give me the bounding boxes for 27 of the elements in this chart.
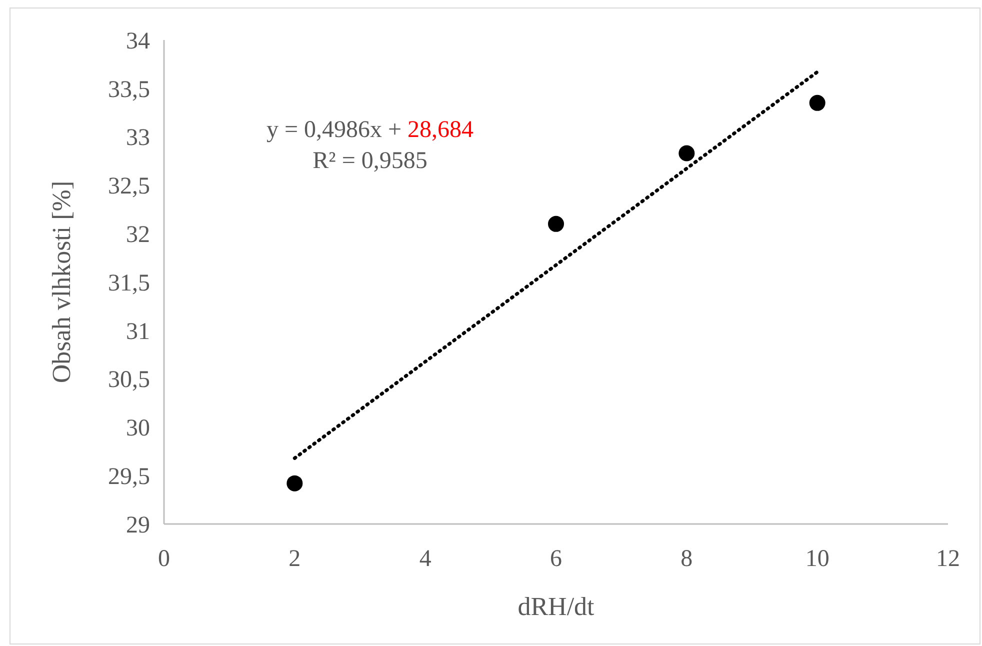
x-tick-label: 8 (680, 546, 693, 572)
y-tick-label: 29,5 (108, 464, 150, 490)
y-tick-label: 34 (126, 28, 150, 54)
x-tick-label: 0 (158, 546, 170, 572)
point (548, 216, 564, 232)
annotation: R² = 0,9585 (312, 148, 428, 174)
point (286, 475, 303, 492)
y-tick-label: 31 (126, 318, 150, 345)
x-tick-label: 12 (936, 546, 960, 572)
x-axis-title: dRH/dt (518, 592, 596, 621)
y-tick-label: 30,5 (108, 367, 150, 394)
y-tick-label: 32,5 (108, 174, 150, 200)
y-axis-title: Obsah vlhkosti [%] (47, 180, 76, 384)
point (809, 94, 826, 111)
point (678, 145, 695, 162)
annotation: 28,684 (402, 117, 474, 143)
annotation: y = 0,4986x + (266, 117, 402, 143)
y-tick-label: 31,5 (108, 270, 150, 296)
y-tick-label: 33,5 (108, 76, 150, 103)
y-tick-label: 32 (126, 222, 150, 248)
y-tick-label: 30 (126, 416, 150, 442)
x-tick-label: 4 (419, 546, 432, 572)
y-tick-label: 29 (126, 512, 150, 538)
x-tick-label: 2 (288, 546, 301, 572)
y-tick-label: 33 (126, 125, 150, 152)
x-tick-label: 6 (550, 546, 562, 572)
x-tick-label: 10 (805, 546, 830, 572)
